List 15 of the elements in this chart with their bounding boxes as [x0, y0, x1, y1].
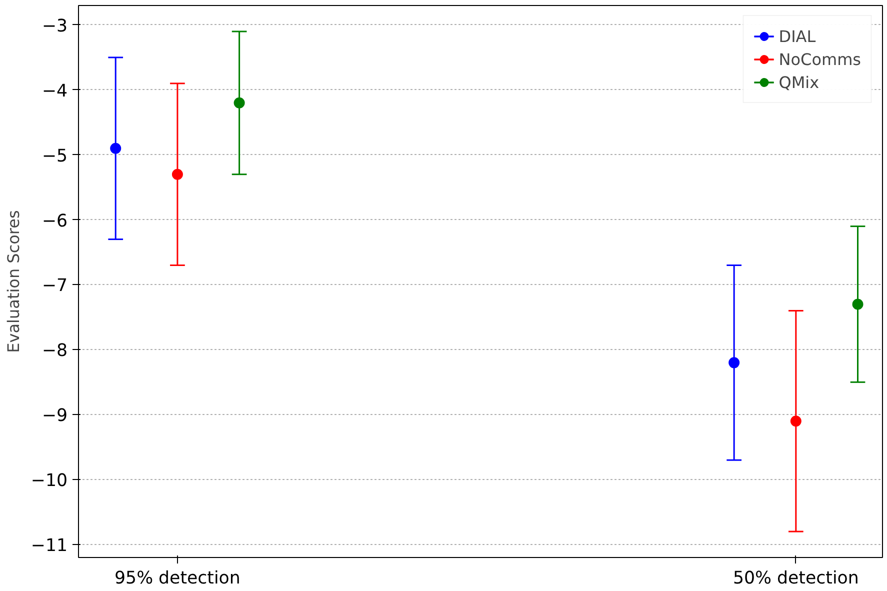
y-tick-label: −6	[42, 211, 68, 232]
y-tick-label: −11	[30, 536, 68, 556]
x-tick-label: 95% detection	[114, 568, 240, 588]
y-tick-label: −5	[42, 146, 68, 166]
y-axis-title: Evaluation Scores	[4, 210, 23, 353]
legend-label: QMix	[778, 72, 820, 92]
y-tick-label: −3	[42, 16, 68, 36]
y-tick-label: −10	[30, 471, 68, 492]
x-tick-label: 50% detection	[732, 568, 859, 588]
legend-label: NoComms	[778, 50, 861, 68]
legend-label: DIAL	[778, 26, 816, 46]
y-tick-label: −7	[42, 276, 68, 296]
y-tick-label: −8	[42, 341, 68, 362]
y-tick-label: −4	[42, 81, 68, 102]
y-tick-label: −9	[42, 406, 68, 426]
